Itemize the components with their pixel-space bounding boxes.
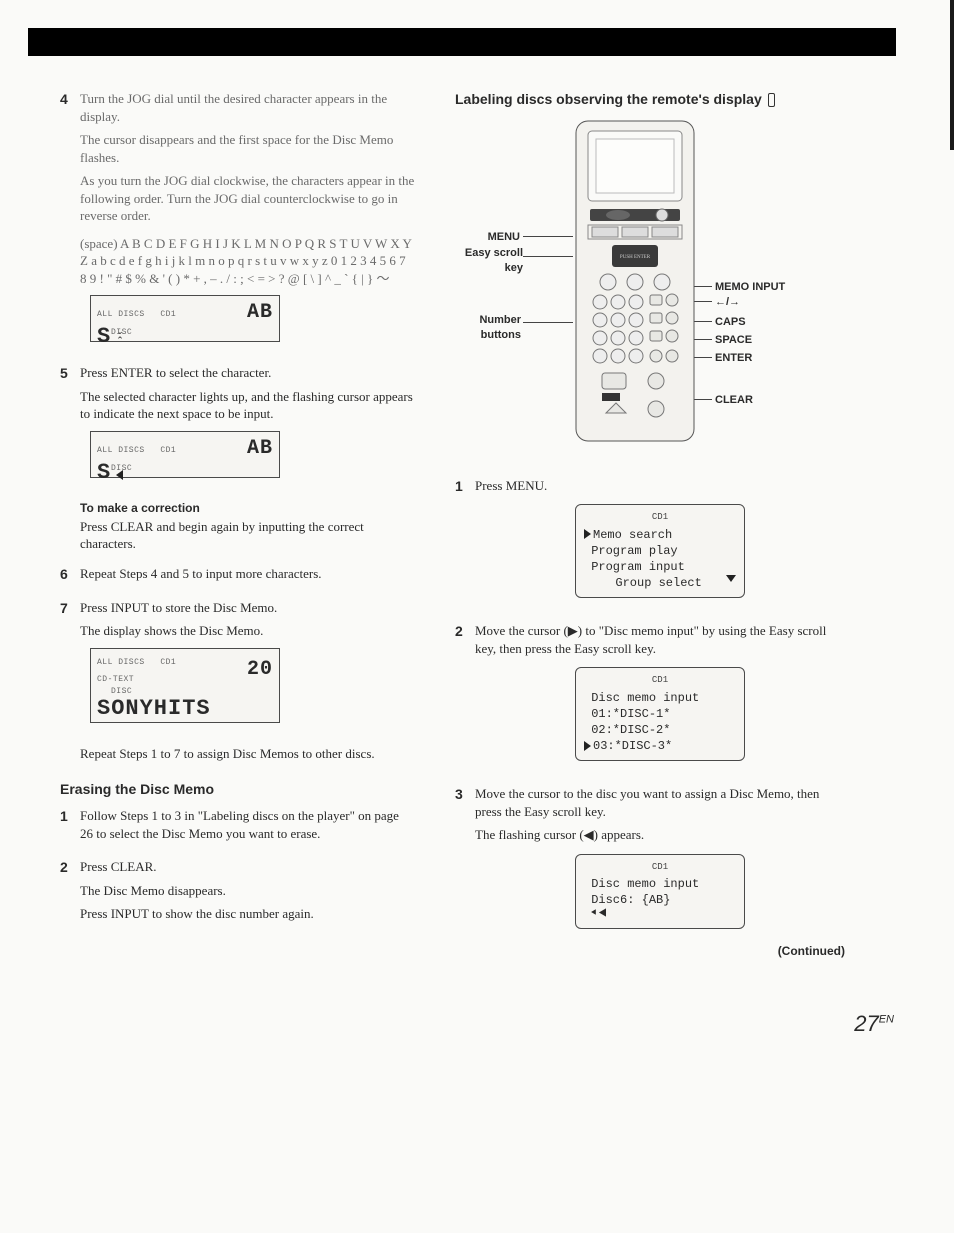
erasing-title: Erasing the Disc Memo	[60, 780, 415, 799]
instruction-text: Press CLEAR.	[80, 858, 415, 876]
callout-easy-scroll: Easy scroll key	[445, 246, 523, 276]
device-display: ALL DISCS CD1CD-TEXT 20 DISC SONYHITS	[90, 648, 280, 723]
right-column: Labeling discs observing the remote's di…	[455, 90, 845, 969]
callout-memo-input: MEMO INPUT	[715, 280, 785, 295]
correction-heading: To make a correction	[80, 500, 415, 516]
step-number: 1	[60, 807, 80, 848]
step-number: 4	[60, 90, 80, 354]
repeat-note: Repeat Steps 1 to 7 to assign Disc Memos…	[80, 745, 415, 763]
callout-menu: MENU	[460, 230, 520, 245]
instruction-text: Press MENU.	[475, 477, 845, 495]
step-4: 4 Turn the JOG dial until the desired ch…	[60, 90, 415, 354]
step-7: 7 Press INPUT to store the Disc Memo. Th…	[60, 599, 415, 735]
continued-label: (Continued)	[475, 943, 845, 959]
step-5: 5 Press ENTER to select the character. T…	[60, 364, 415, 489]
lcd-display: CD1 Memo search Program play Program inp…	[575, 504, 745, 598]
step-number: 5	[60, 364, 80, 489]
instruction-text: Repeat Steps 4 and 5 to input more chara…	[80, 565, 415, 583]
instruction-text: Press ENTER to select the character.	[80, 364, 415, 382]
correction-text: Press CLEAR and begin again by inputting…	[80, 518, 415, 553]
callout-enter: ENTER	[715, 351, 752, 366]
remote-step-1: 1 Press MENU. CD1 Memo search Program pl…	[455, 477, 845, 612]
instruction-text: The cursor disappears and the first spac…	[80, 131, 415, 166]
step-number: 2	[455, 622, 475, 775]
remote-illustration: PUSH ENTER	[570, 117, 700, 447]
instruction-text: Move the cursor to the disc you want to …	[475, 785, 845, 820]
erase-step-2: 2 Press CLEAR. The Disc Memo disappears.…	[60, 858, 415, 929]
instruction-text: Press INPUT to store the Disc Memo.	[80, 599, 415, 617]
step-6: 6 Repeat Steps 4 and 5 to input more cha…	[60, 565, 415, 589]
instruction-text: Move the cursor (▶) to "Disc memo input"…	[475, 622, 845, 657]
callout-clear: CLEAR	[715, 393, 753, 408]
erase-step-1: 1 Follow Steps 1 to 3 in "Labeling discs…	[60, 807, 415, 848]
remote-step-2: 2 Move the cursor (▶) to "Disc memo inpu…	[455, 622, 845, 775]
callout-caps: CAPS	[715, 315, 746, 330]
lcd-display: CD1 Disc memo input Disc6: {AB} ⯇◀	[575, 854, 745, 929]
instruction-text: Turn the JOG dial until the desired char…	[80, 90, 415, 125]
instruction-text: The flashing cursor (◀) appears.	[475, 826, 845, 844]
callout-space: SPACE	[715, 333, 752, 348]
step-number: 2	[60, 858, 80, 929]
lcd-display: CD1 Disc memo input 01:*DISC-1* 02:*DISC…	[575, 667, 745, 761]
device-display: ALL DISCS CD1 AB S ⌄⌃ DISC	[90, 295, 280, 342]
remote-step-3: 3 Move the cursor to the disc you want t…	[455, 785, 845, 959]
remote-icon	[768, 93, 775, 107]
instruction-text: Follow Steps 1 to 3 in "Labeling discs o…	[80, 807, 415, 842]
cursor-right-icon	[584, 741, 591, 751]
step-number: 7	[60, 599, 80, 735]
step-number: 6	[60, 565, 80, 589]
instruction-text: The display shows the Disc Memo.	[80, 622, 415, 640]
page-number: 27EN	[60, 1009, 904, 1039]
callout-number-buttons: Number buttons	[453, 313, 521, 343]
callout-arrows: ←/→	[715, 295, 740, 310]
remote-diagram: MENU Easy scroll key Number buttons MEMO…	[455, 117, 845, 457]
instruction-text: Press INPUT to show the disc number agai…	[80, 905, 415, 923]
page-edge	[950, 0, 954, 150]
step-number: 3	[455, 785, 475, 959]
instruction-text: The Disc Memo disappears.	[80, 882, 415, 900]
labeling-remote-title: Labeling discs observing the remote's di…	[455, 90, 845, 109]
header-black-bar	[28, 28, 896, 56]
instruction-text: As you turn the JOG dial clockwise, the …	[80, 172, 415, 225]
scroll-down-icon	[726, 575, 736, 582]
svg-text:PUSH ENTER: PUSH ENTER	[620, 255, 651, 260]
cursor-right-icon	[584, 529, 591, 539]
instruction-text: The selected character lights up, and th…	[80, 388, 415, 423]
character-list: (space) A B C D E F G H I J K L M N O P …	[80, 235, 415, 288]
device-display: ALL DISCS CD1 AB S DISC	[90, 431, 280, 478]
left-column: 4 Turn the JOG dial until the desired ch…	[60, 90, 415, 969]
step-number: 1	[455, 477, 475, 612]
